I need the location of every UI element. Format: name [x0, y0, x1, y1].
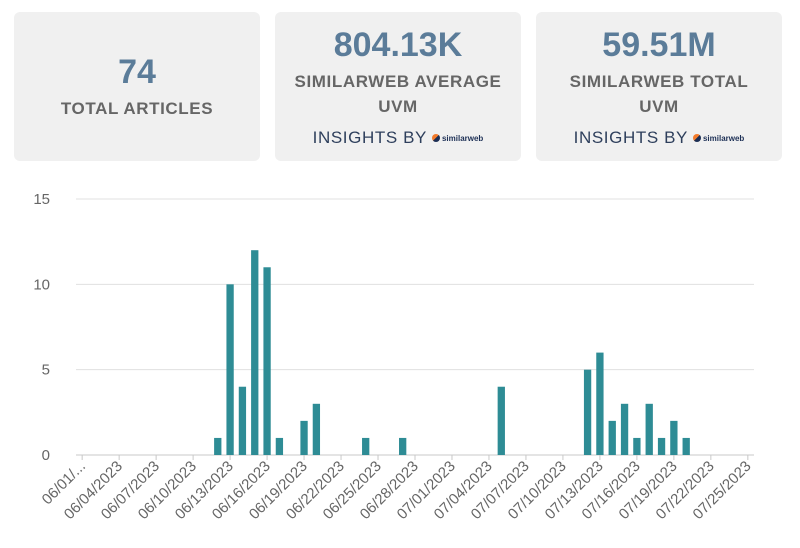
total-uvm-card: 59.51M SIMILARWEB TOTAL UVM INSIGHTS BY … [536, 12, 782, 161]
bar[interactable] [214, 437, 222, 455]
similarweb-logo: similarweb [431, 133, 484, 143]
similarweb-logo: similarweb [692, 133, 745, 143]
articles-bar-chart: 0 5 10 15 06/01/...06/04/202306/07/202306/1… [33, 191, 755, 523]
similarweb-logo-icon [692, 134, 701, 142]
y-tick-label: 5 [42, 362, 50, 379]
total-uvm-label-line2: UVM [639, 97, 679, 116]
bar[interactable] [275, 437, 284, 455]
average-uvm-label-line2: UVM [378, 97, 418, 116]
bar[interactable] [362, 437, 370, 455]
bar[interactable] [682, 437, 690, 455]
bar[interactable] [596, 352, 604, 455]
total-articles-value: 74 [118, 53, 156, 91]
bar[interactable] [226, 284, 234, 455]
bar[interactable] [238, 386, 247, 455]
x-axis-ticks: 06/01/...06/04/202306/07/202306/10/20230… [39, 455, 755, 523]
bar[interactable] [399, 437, 407, 455]
total-uvm-label-line1: SIMILARWEB TOTAL [569, 72, 749, 91]
y-axis-ticks: 0 5 10 15 [33, 191, 50, 464]
average-uvm-card: 804.13K SIMILARWEB AVERAGE UVM INSIGHTS … [275, 12, 521, 161]
similarweb-logo-icon [431, 134, 440, 142]
bar[interactable] [645, 403, 653, 455]
average-uvm-label: SIMILARWEB AVERAGE UVM [295, 69, 502, 119]
total-articles-label: TOTAL ARTICLES [60, 99, 214, 118]
total-uvm-label: SIMILARWEB TOTAL UVM [570, 69, 749, 119]
insights-by: INSIGHTS BY similarweb [313, 128, 484, 148]
bar[interactable] [657, 437, 666, 455]
insights-by: INSIGHTS BY similarweb [574, 128, 745, 148]
average-uvm-value: 804.13K [333, 26, 463, 64]
bar[interactable] [497, 386, 505, 455]
bar[interactable] [300, 420, 308, 455]
insights-by-text: INSIGHTS BY [312, 128, 427, 147]
y-tick-label: 0 [42, 447, 50, 464]
y-tick-label: 10 [33, 276, 50, 293]
total-articles-card: 74 TOTAL ARTICLES [14, 12, 260, 161]
y-tick-label: 15 [33, 191, 50, 208]
bar[interactable] [263, 267, 271, 455]
total-uvm-value: 59.51M [602, 26, 716, 64]
bar[interactable] [608, 420, 616, 455]
bar[interactable] [583, 369, 592, 455]
bar[interactable] [312, 403, 321, 455]
similarweb-logo-text: similarweb [702, 133, 745, 143]
bar[interactable] [620, 403, 629, 455]
bars [214, 250, 690, 455]
bar[interactable] [633, 437, 641, 455]
similarweb-logo-text: similarweb [441, 133, 484, 143]
insights-by-text: INSIGHTS BY [573, 128, 688, 147]
bar[interactable] [670, 420, 678, 455]
average-uvm-label-line1: SIMILARWEB AVERAGE [294, 72, 502, 91]
bar[interactable] [251, 250, 259, 455]
